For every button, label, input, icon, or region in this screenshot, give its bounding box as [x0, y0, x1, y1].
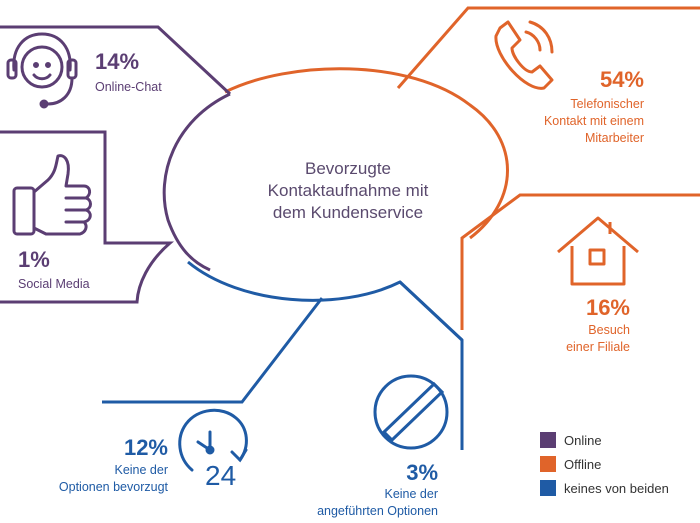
headset-agent-icon — [6, 32, 78, 109]
category-label-filiale: Besuch einer Filiale — [520, 322, 630, 356]
legend-label-neither: keines von beiden — [564, 480, 669, 496]
category-label-filiale-line-2: einer Filiale — [566, 340, 630, 354]
prohibited-icon — [373, 374, 449, 450]
legend-item-neither: keines von beiden — [540, 479, 669, 497]
category-label-telefon-line-3: Mitarbeiter — [584, 131, 644, 145]
connector-online-chat — [0, 25, 232, 96]
phone-icon — [494, 20, 554, 90]
category-label-keine-angefuehrt-line-1: Keine der — [384, 487, 438, 501]
bubble-online-arc — [162, 92, 231, 272]
category-label-online-chat: Online-Chat — [95, 80, 162, 94]
value-label-telefon: 54% — [599, 67, 644, 92]
category-label-keine-angefuehrt: Keine der angeführten Optionen — [270, 486, 438, 520]
category-label-keine-bevorzugt-line-2: Optionen bevorzugt — [58, 480, 168, 494]
house-icon — [557, 216, 639, 286]
chart-title: Bevorzugte Kontaktaufnahme mit dem Kunde… — [248, 158, 448, 224]
chart-title-line-1: Bevorzugte — [305, 159, 391, 178]
connector-filiale — [460, 193, 700, 330]
bubble-neither-arc — [187, 260, 464, 342]
chart-title-line-3: dem Kundenservice — [272, 203, 424, 222]
category-label-keine-angefuehrt-line-2: angeführten Optionen — [317, 504, 438, 518]
clock-24-icon — [178, 408, 248, 472]
connector-telefon — [396, 6, 700, 89]
value-label-filiale: 16% — [585, 295, 630, 320]
value-label-social-media: 1% — [18, 247, 50, 272]
value-label-online-chat: 14% — [95, 49, 140, 74]
category-label-keine-bevorzugt-line-1: Keine der — [114, 463, 168, 477]
legend-item-online: Online — [540, 431, 602, 449]
category-label-filiale-line-1: Besuch — [588, 323, 630, 337]
category-label-social-media: Social Media — [18, 277, 90, 291]
connector-keine-bevorzugt — [102, 297, 324, 404]
value-label-keine-bevorzugt: 12% — [123, 435, 168, 460]
connector-keine-angefuehrt — [398, 280, 464, 450]
legend-swatch-online — [540, 432, 556, 448]
bubble-offline-arc — [224, 67, 509, 240]
thumbs-up-icon — [12, 154, 92, 236]
legend-swatch-offline — [540, 456, 556, 472]
category-label-telefon-line-1: Telefonischer — [570, 97, 644, 111]
value-label-keine-angefuehrt: 3% — [406, 460, 438, 485]
connector-social-media — [0, 130, 175, 304]
category-label-telefon-line-2: Kontakt mit einem — [543, 114, 644, 128]
clock-24-number: 24 — [205, 460, 236, 491]
category-label-telefon: Telefonischer Kontakt mit einem Mitarbei… — [500, 96, 644, 147]
category-label-keine-bevorzugt: Keine der Optionen bevorzugt — [30, 462, 168, 496]
chart-title-line-2: Kontaktaufnahme mit — [267, 181, 429, 200]
legend-label-online: Online — [564, 432, 602, 448]
legend-swatch-neither — [540, 480, 556, 496]
legend-item-offline: Offline — [540, 455, 601, 473]
legend-label-offline: Offline — [564, 456, 602, 472]
